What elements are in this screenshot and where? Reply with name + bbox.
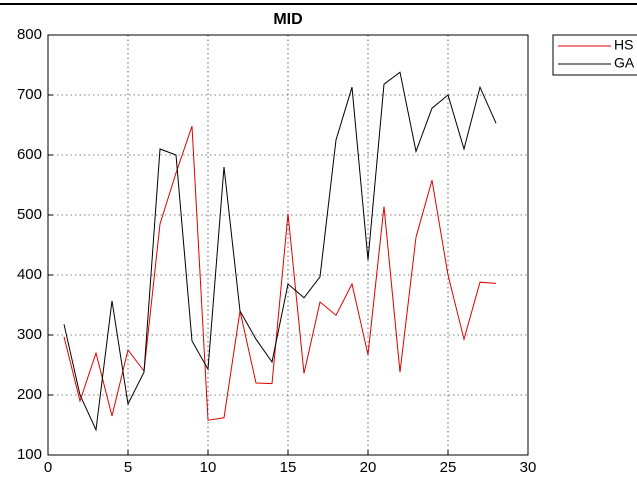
x-tick-label: 0 [44, 459, 52, 476]
y-tick-label: 600 [17, 146, 42, 163]
x-tick-label: 15 [280, 459, 297, 476]
y-tick-label: 700 [17, 86, 42, 103]
legend-label: GA [614, 55, 635, 71]
chart-title: MID [273, 11, 302, 28]
y-tick-label: 400 [17, 266, 42, 283]
x-tick-label: 30 [520, 459, 537, 476]
data-line [63, 71, 497, 432]
legend-box [552, 34, 637, 76]
y-tick-label: 200 [17, 386, 42, 403]
y-tick-label: 800 [17, 26, 42, 43]
y-tick-label: 100 [17, 446, 42, 463]
x-tick-label: 10 [200, 459, 217, 476]
y-tick-label: 500 [17, 206, 42, 223]
legend-label: HS [614, 37, 633, 53]
x-tick-label: 5 [124, 459, 132, 476]
x-tick-label: 25 [440, 459, 457, 476]
x-tick-label: 20 [360, 459, 377, 476]
data-line [63, 126, 497, 421]
y-tick-label: 300 [17, 326, 42, 343]
